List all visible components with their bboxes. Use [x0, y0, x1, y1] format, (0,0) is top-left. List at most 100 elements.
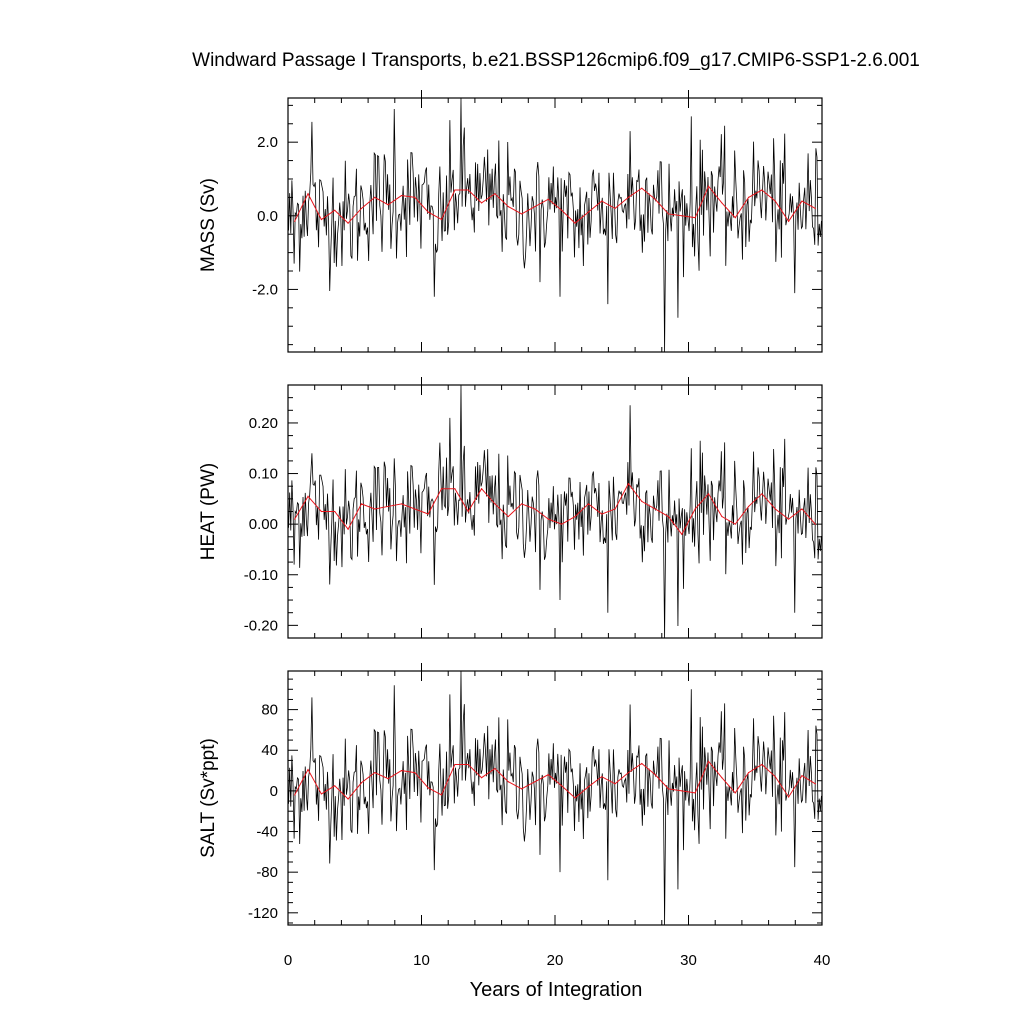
heat-annual-mean-point — [627, 483, 630, 485]
heat-annual-mean-point — [440, 488, 443, 490]
salt-annual-mean-point — [707, 760, 710, 763]
mass-annual-mean-point — [734, 217, 736, 219]
panel-mass: 2.0 0.0 -2.0 MASS (Sv) — [198, 90, 823, 353]
heat-annual-mean-point — [587, 503, 589, 505]
salt-annual-mean-point — [614, 783, 616, 785]
mass-annual-mean-point — [414, 196, 416, 198]
mass-annual-mean-point — [547, 198, 549, 200]
salt-y-tick-label: -120 — [248, 905, 278, 922]
heat-annual-mean-point — [667, 515, 670, 518]
mass-annual-mean-point — [614, 207, 616, 210]
heat-annual-mean-point — [427, 513, 429, 515]
salt-y-tick-label: 0 — [270, 783, 278, 800]
x-tick-label: 30 — [680, 952, 697, 969]
salt-annual-mean-point — [601, 776, 603, 778]
heat-annual-mean-point — [801, 508, 803, 510]
salt-annual-mean-point — [547, 774, 549, 776]
salt-annual-mean-point — [587, 786, 589, 788]
mass-annual-mean-point — [320, 218, 322, 221]
mass-annual-mean-point — [374, 196, 376, 198]
heat-annual-mean-point — [507, 515, 509, 518]
heat-y-tick-label: -0.20 — [244, 617, 278, 634]
mass-annual-mean-point — [307, 193, 309, 195]
salt-annual-mean-point — [307, 768, 309, 771]
mass-annual-mean-point — [774, 200, 776, 202]
mass-annual-mean-point — [534, 205, 536, 208]
mass-annual-mean-point — [521, 213, 523, 215]
mass-monthly-series — [288, 97, 822, 353]
salt-annual-mean-point — [440, 794, 443, 796]
heat-annual-mean-point — [747, 505, 750, 508]
heat-annual-mean-point — [320, 510, 322, 513]
mass-y-axis-label: MASS (Sv) — [198, 178, 219, 272]
salt-annual-mean-point — [654, 774, 656, 776]
salt-annual-mean-point — [387, 778, 389, 780]
heat-y-tick-label: 0.20 — [249, 415, 278, 432]
salt-annual-mean-point — [454, 763, 456, 766]
heat-annual-mean-point — [641, 500, 643, 502]
mass-annual-mean-point — [387, 204, 389, 206]
salt-annual-mean-point — [667, 788, 670, 790]
salt-annual-mean-point — [747, 772, 750, 774]
salt-y-tick-label: 40 — [261, 742, 278, 759]
salt-annual-mean-point — [627, 772, 630, 774]
heat-annual-mean-point — [681, 533, 683, 535]
mass-annual-mean-point — [721, 202, 723, 204]
mass-annual-mean-point — [347, 222, 349, 224]
heat-annual-mean-point — [654, 508, 656, 510]
salt-annual-mean-point — [534, 781, 536, 783]
x-axis-label: Years of Integration — [470, 979, 643, 1001]
heat-annual-mean-point — [400, 503, 403, 505]
salt-y-tick-label: -80 — [256, 864, 278, 881]
heat-annual-mean-point — [534, 508, 536, 510]
salt-annual-mean-point — [761, 763, 763, 766]
mass-annual-mean-point — [467, 189, 469, 191]
salt-annual-mean-point — [801, 775, 803, 777]
heat-annual-mean-point — [347, 528, 349, 530]
salt-annual-mean-point — [721, 777, 723, 779]
mass-annual-mean-point — [788, 220, 790, 222]
mass-annual-mean-point — [400, 194, 403, 197]
heat-y-axis-label: HEAT (PW) — [198, 463, 219, 560]
salt-annual-mean-point — [467, 763, 469, 766]
salt-annual-mean-point — [427, 787, 429, 789]
salt-annual-mean-point — [641, 762, 643, 765]
chart-title: Windward Passage I Transports, b.e21.BSS… — [192, 50, 920, 71]
salt-annual-mean-point — [334, 785, 336, 787]
heat-y-tick-label: 0.00 — [249, 516, 278, 533]
mass-annual-mean-point — [574, 222, 576, 224]
mass-annual-mean-point — [681, 215, 683, 217]
heat-annual-mean-point — [480, 488, 483, 490]
salt-annual-mean-point — [521, 788, 523, 790]
mass-annual-mean-point — [494, 193, 496, 195]
salt-annual-mean-point — [374, 772, 376, 774]
salt-y-tick-label: -40 — [256, 824, 278, 841]
mass-annual-mean-point — [627, 196, 630, 198]
heat-monthly-series — [288, 384, 822, 639]
heat-annual-mean-point — [360, 503, 363, 505]
heat-annual-mean-point — [814, 523, 816, 525]
mass-annual-mean-point — [507, 205, 509, 208]
salt-annual-mean-point — [681, 790, 683, 792]
salt-annual-mean-point — [507, 781, 509, 783]
mass-annual-mean-point — [641, 187, 643, 189]
heat-annual-mean-point — [334, 510, 336, 513]
heat-y-tick-label: 0.10 — [249, 466, 278, 483]
mass-annual-mean-point — [707, 185, 710, 187]
salt-annual-mean-point — [494, 767, 496, 770]
salt-annual-mean-point — [734, 792, 736, 794]
mass-annual-mean-point — [587, 211, 589, 213]
heat-annual-mean-point — [561, 523, 563, 525]
heat-annual-mean-point — [694, 508, 696, 510]
salt-annual-mean-point — [694, 792, 696, 794]
mass-y-tick-label: -2.0 — [252, 281, 278, 298]
heat-annual-mean-point — [467, 510, 469, 513]
x-tick-label: 0 — [284, 952, 292, 969]
x-tick-label: 40 — [814, 952, 831, 969]
x-tick-label: 10 — [413, 952, 430, 969]
heat-annual-mean-point — [294, 518, 296, 520]
mass-annual-mean-series — [294, 185, 816, 224]
heat-annual-mean-point — [454, 488, 456, 490]
salt-annual-mean-point — [400, 769, 403, 772]
